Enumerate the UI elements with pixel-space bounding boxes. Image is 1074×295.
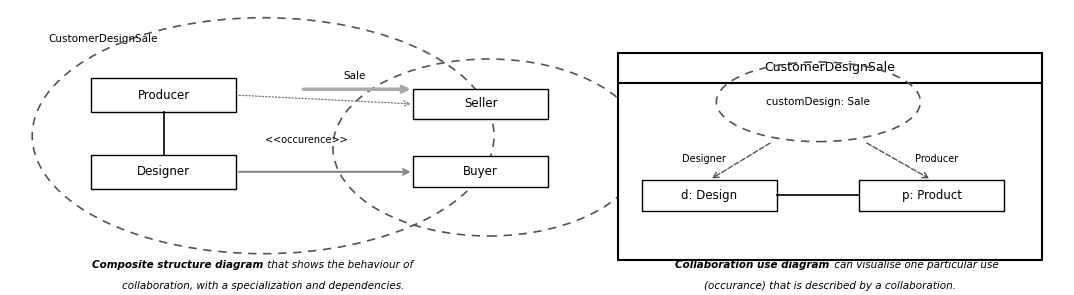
Text: CustomerDesignSale: CustomerDesignSale bbox=[48, 34, 158, 44]
Text: Seller: Seller bbox=[464, 97, 497, 111]
FancyBboxPatch shape bbox=[413, 156, 548, 187]
FancyBboxPatch shape bbox=[413, 88, 548, 119]
Text: d: Design: d: Design bbox=[681, 189, 738, 202]
FancyBboxPatch shape bbox=[618, 53, 1042, 260]
Text: Producer: Producer bbox=[137, 88, 190, 102]
Text: that shows the behaviour of: that shows the behaviour of bbox=[264, 260, 413, 271]
Text: (occurance) that is described by a collaboration.: (occurance) that is described by a colla… bbox=[703, 281, 956, 291]
FancyBboxPatch shape bbox=[91, 155, 236, 189]
FancyBboxPatch shape bbox=[642, 180, 777, 211]
Text: customDesign: Sale: customDesign: Sale bbox=[767, 97, 870, 107]
FancyBboxPatch shape bbox=[91, 78, 236, 112]
Text: CustomerDesignSale: CustomerDesignSale bbox=[765, 61, 895, 74]
Text: Designer: Designer bbox=[137, 165, 190, 178]
FancyBboxPatch shape bbox=[859, 180, 1004, 211]
Text: <<occurence>>: <<occurence>> bbox=[264, 135, 348, 145]
Text: Sale: Sale bbox=[344, 71, 366, 81]
Text: Collaboration use diagram: Collaboration use diagram bbox=[676, 260, 829, 271]
Text: Composite structure diagram: Composite structure diagram bbox=[92, 260, 263, 271]
Text: Producer: Producer bbox=[915, 154, 959, 164]
Text: Designer: Designer bbox=[682, 154, 726, 164]
Text: p: Product: p: Product bbox=[902, 189, 961, 202]
Text: Buyer: Buyer bbox=[463, 165, 498, 178]
Text: collaboration, with a specialization and dependencies.: collaboration, with a specialization and… bbox=[122, 281, 404, 291]
Text: can visualise one particular use: can visualise one particular use bbox=[831, 260, 999, 271]
